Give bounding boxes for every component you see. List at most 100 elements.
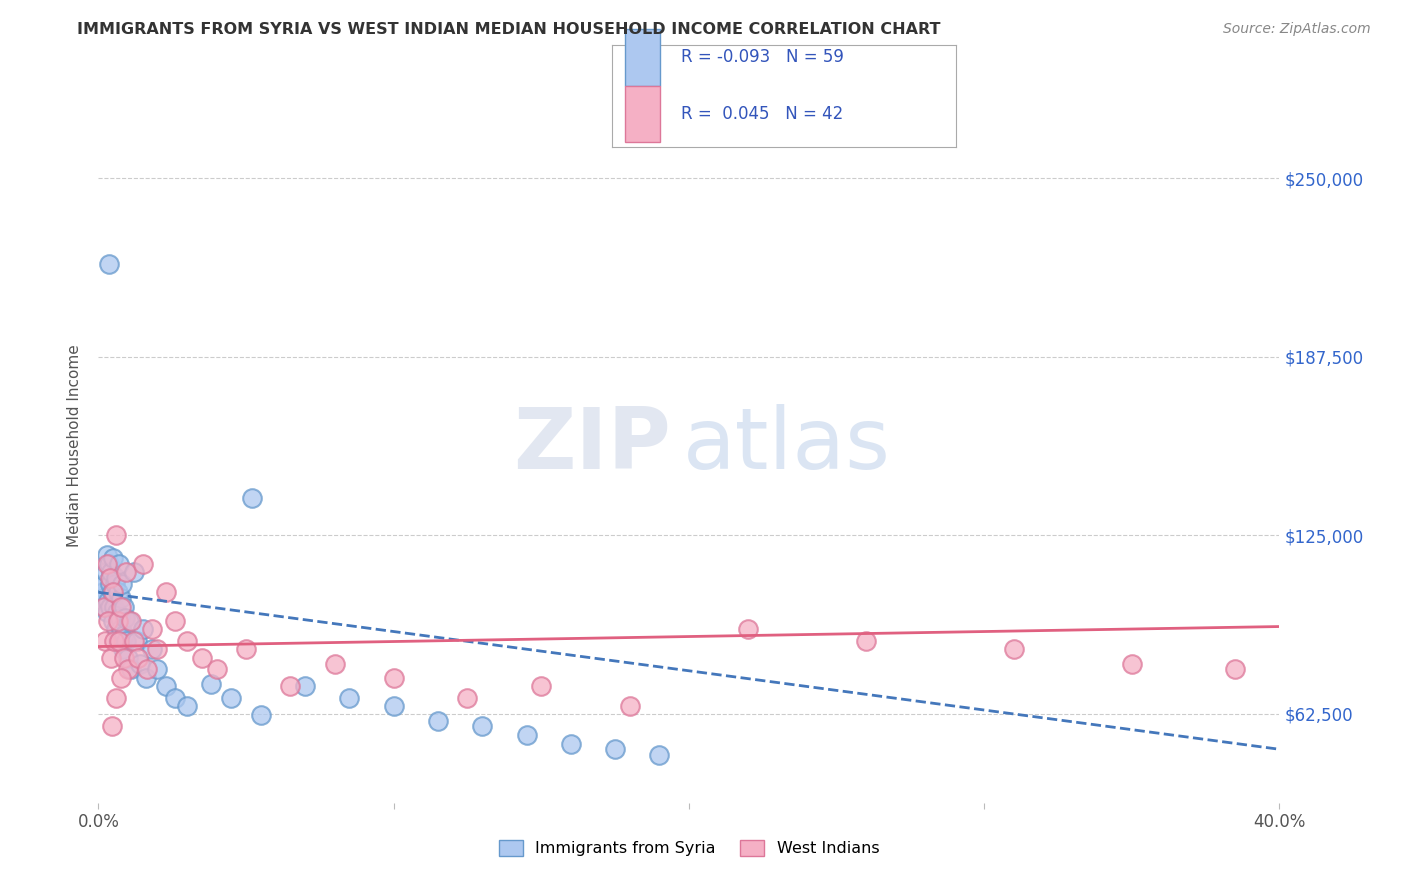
Point — [100, 566, 122, 580]
Point — [250, 708, 273, 723]
Point — [146, 642, 169, 657]
Point — [93, 591, 115, 605]
Point — [110, 671, 132, 685]
Point — [560, 737, 582, 751]
Point — [94, 633, 117, 648]
Point — [91, 585, 114, 599]
Point — [112, 651, 135, 665]
Point — [165, 690, 187, 705]
Point — [294, 680, 316, 694]
Point — [235, 642, 257, 657]
Point — [120, 614, 142, 628]
Point — [221, 690, 243, 705]
Text: atlas: atlas — [683, 404, 891, 488]
Point — [112, 599, 135, 614]
Point — [104, 623, 127, 637]
Point — [114, 566, 136, 580]
Point — [516, 728, 538, 742]
Point — [103, 551, 125, 566]
Point — [339, 690, 361, 705]
Point — [146, 662, 169, 676]
Point — [155, 585, 177, 599]
Point — [127, 651, 149, 665]
Point — [97, 257, 120, 271]
Legend: Immigrants from Syria, West Indians: Immigrants from Syria, West Indians — [492, 833, 886, 863]
Point — [108, 611, 131, 625]
Point — [120, 662, 142, 676]
Point — [107, 614, 129, 628]
Point — [100, 651, 122, 665]
Point — [98, 599, 121, 614]
Point — [125, 633, 148, 648]
Point — [205, 662, 228, 676]
Point — [855, 633, 877, 648]
Point — [98, 576, 121, 591]
Point — [104, 528, 127, 542]
Point — [110, 599, 132, 614]
Point — [103, 633, 125, 648]
Point — [117, 651, 139, 665]
Text: R =  0.045   N = 42: R = 0.045 N = 42 — [681, 105, 842, 123]
Point — [104, 576, 127, 591]
FancyBboxPatch shape — [626, 29, 659, 86]
Point — [114, 611, 136, 625]
Point — [176, 633, 198, 648]
Point — [135, 671, 157, 685]
Point — [1225, 662, 1247, 676]
Point — [110, 591, 132, 605]
Text: R = -0.093   N = 59: R = -0.093 N = 59 — [681, 48, 844, 66]
Point — [118, 614, 141, 628]
Point — [115, 633, 138, 648]
Point — [111, 576, 134, 591]
Point — [122, 566, 145, 580]
Point — [111, 642, 134, 657]
Point — [155, 680, 177, 694]
Point — [101, 614, 124, 628]
Point — [108, 633, 131, 648]
Point — [737, 623, 759, 637]
Point — [97, 614, 120, 628]
Point — [110, 623, 132, 637]
Point — [136, 662, 159, 676]
Point — [240, 491, 263, 505]
Point — [191, 651, 214, 665]
Point — [100, 719, 122, 733]
Point — [200, 676, 222, 690]
Point — [98, 571, 121, 585]
Point — [141, 642, 163, 657]
Point — [427, 714, 450, 728]
Text: Source: ZipAtlas.com: Source: ZipAtlas.com — [1223, 22, 1371, 37]
Point — [1002, 642, 1025, 657]
Point — [96, 557, 118, 571]
Y-axis label: Median Household Income: Median Household Income — [67, 344, 83, 548]
Point — [382, 671, 405, 685]
Point — [105, 571, 128, 585]
Point — [176, 699, 198, 714]
Point — [648, 747, 671, 762]
Point — [132, 557, 155, 571]
Point — [103, 599, 125, 614]
Point — [132, 623, 155, 637]
Point — [96, 605, 118, 619]
Text: IMMIGRANTS FROM SYRIA VS WEST INDIAN MEDIAN HOUSEHOLD INCOME CORRELATION CHART: IMMIGRANTS FROM SYRIA VS WEST INDIAN MED… — [77, 22, 941, 37]
Point — [122, 633, 145, 648]
Point — [128, 657, 150, 671]
Point — [530, 680, 553, 694]
Point — [107, 633, 129, 648]
Point — [382, 699, 405, 714]
FancyBboxPatch shape — [626, 86, 659, 142]
Point — [107, 585, 129, 599]
Point — [93, 576, 115, 591]
Point — [619, 699, 641, 714]
Text: ZIP: ZIP — [513, 404, 671, 488]
Point — [605, 742, 627, 756]
Point — [100, 585, 122, 599]
Point — [94, 566, 117, 580]
Point — [93, 599, 115, 614]
Point — [97, 557, 120, 571]
Point — [94, 599, 117, 614]
Point — [105, 690, 128, 705]
Point — [96, 548, 118, 562]
Point — [1121, 657, 1143, 671]
Point — [471, 719, 494, 733]
